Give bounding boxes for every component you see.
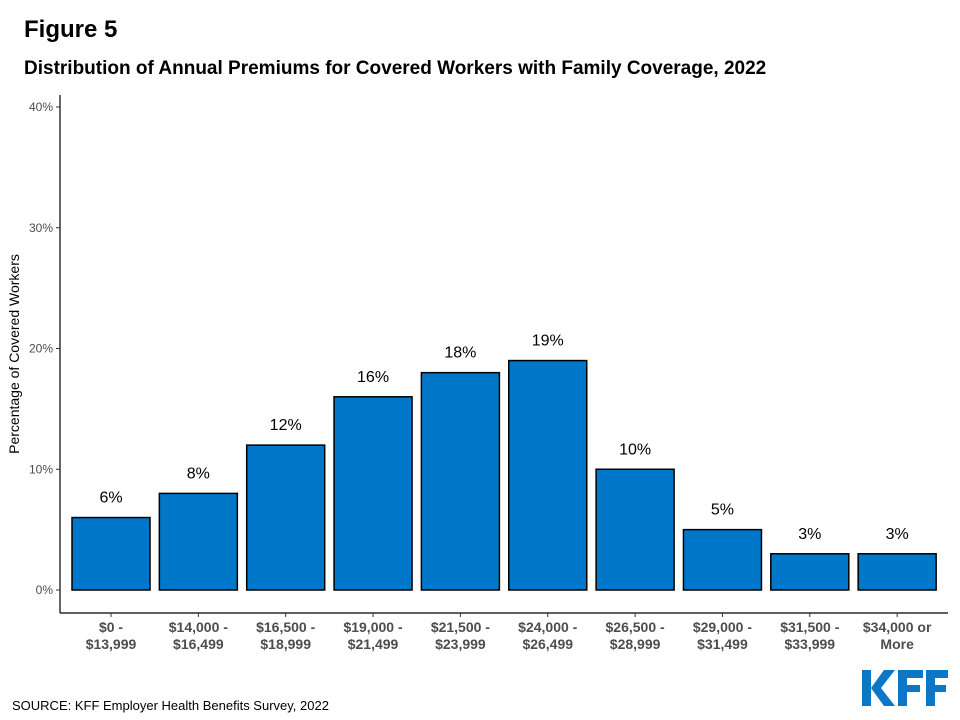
data-label: 18% [444,345,476,362]
source-note: SOURCE: KFF Employer Health Benefits Sur… [12,698,329,713]
x-tick-label: $16,500 -$18,999 [256,619,315,652]
data-label: 3% [798,526,821,543]
x-tick-label: $26,500 -$28,999 [606,619,665,652]
bar [71,516,151,591]
bar [245,444,326,591]
x-tick-label: $31,500 -$33,999 [780,619,839,652]
x-tick-label: $0 -$13,999 [86,619,137,652]
y-tick-label: 30% [29,221,53,235]
bar [508,359,588,591]
y-tick-label: 20% [29,342,53,356]
data-label: 5% [711,502,734,519]
x-tick-label: $14,000 -$16,499 [169,619,228,652]
y-tick-label: 0% [36,583,54,597]
data-label: 6% [99,490,122,507]
y-tick-label: 10% [29,462,53,476]
x-tick-label: $24,000 -$26,499 [518,619,577,652]
x-tick-label: $19,000 -$21,499 [343,619,402,652]
data-label: 19% [532,333,564,350]
bar [158,492,239,591]
bar-chart: 0% 10% 20% 30% 40% Percentage of Covered Work… [6,95,948,652]
x-tick-label: $21,500 -$23,999 [431,619,490,652]
y-axis-label: Percentage of Covered Workers [6,254,22,454]
bar [857,553,937,591]
bar [770,553,850,591]
bar [333,396,413,591]
bar [682,528,763,591]
data-label: 16% [357,369,389,386]
bar [595,468,675,591]
x-tick-label: $29,000 -$31,499 [693,619,752,652]
data-label: 10% [619,441,651,458]
kff-logo [862,668,948,713]
y-tick-label: 40% [29,100,53,114]
data-label: 12% [270,417,302,434]
x-tick-label: $34,000 or More [863,619,932,652]
chart-title: Distribution of Annual Premiums for Cove… [24,58,767,79]
figure-label: Figure 5 [24,16,118,43]
bar [420,371,501,591]
data-label: 3% [886,526,909,543]
data-label: 8% [187,465,210,482]
